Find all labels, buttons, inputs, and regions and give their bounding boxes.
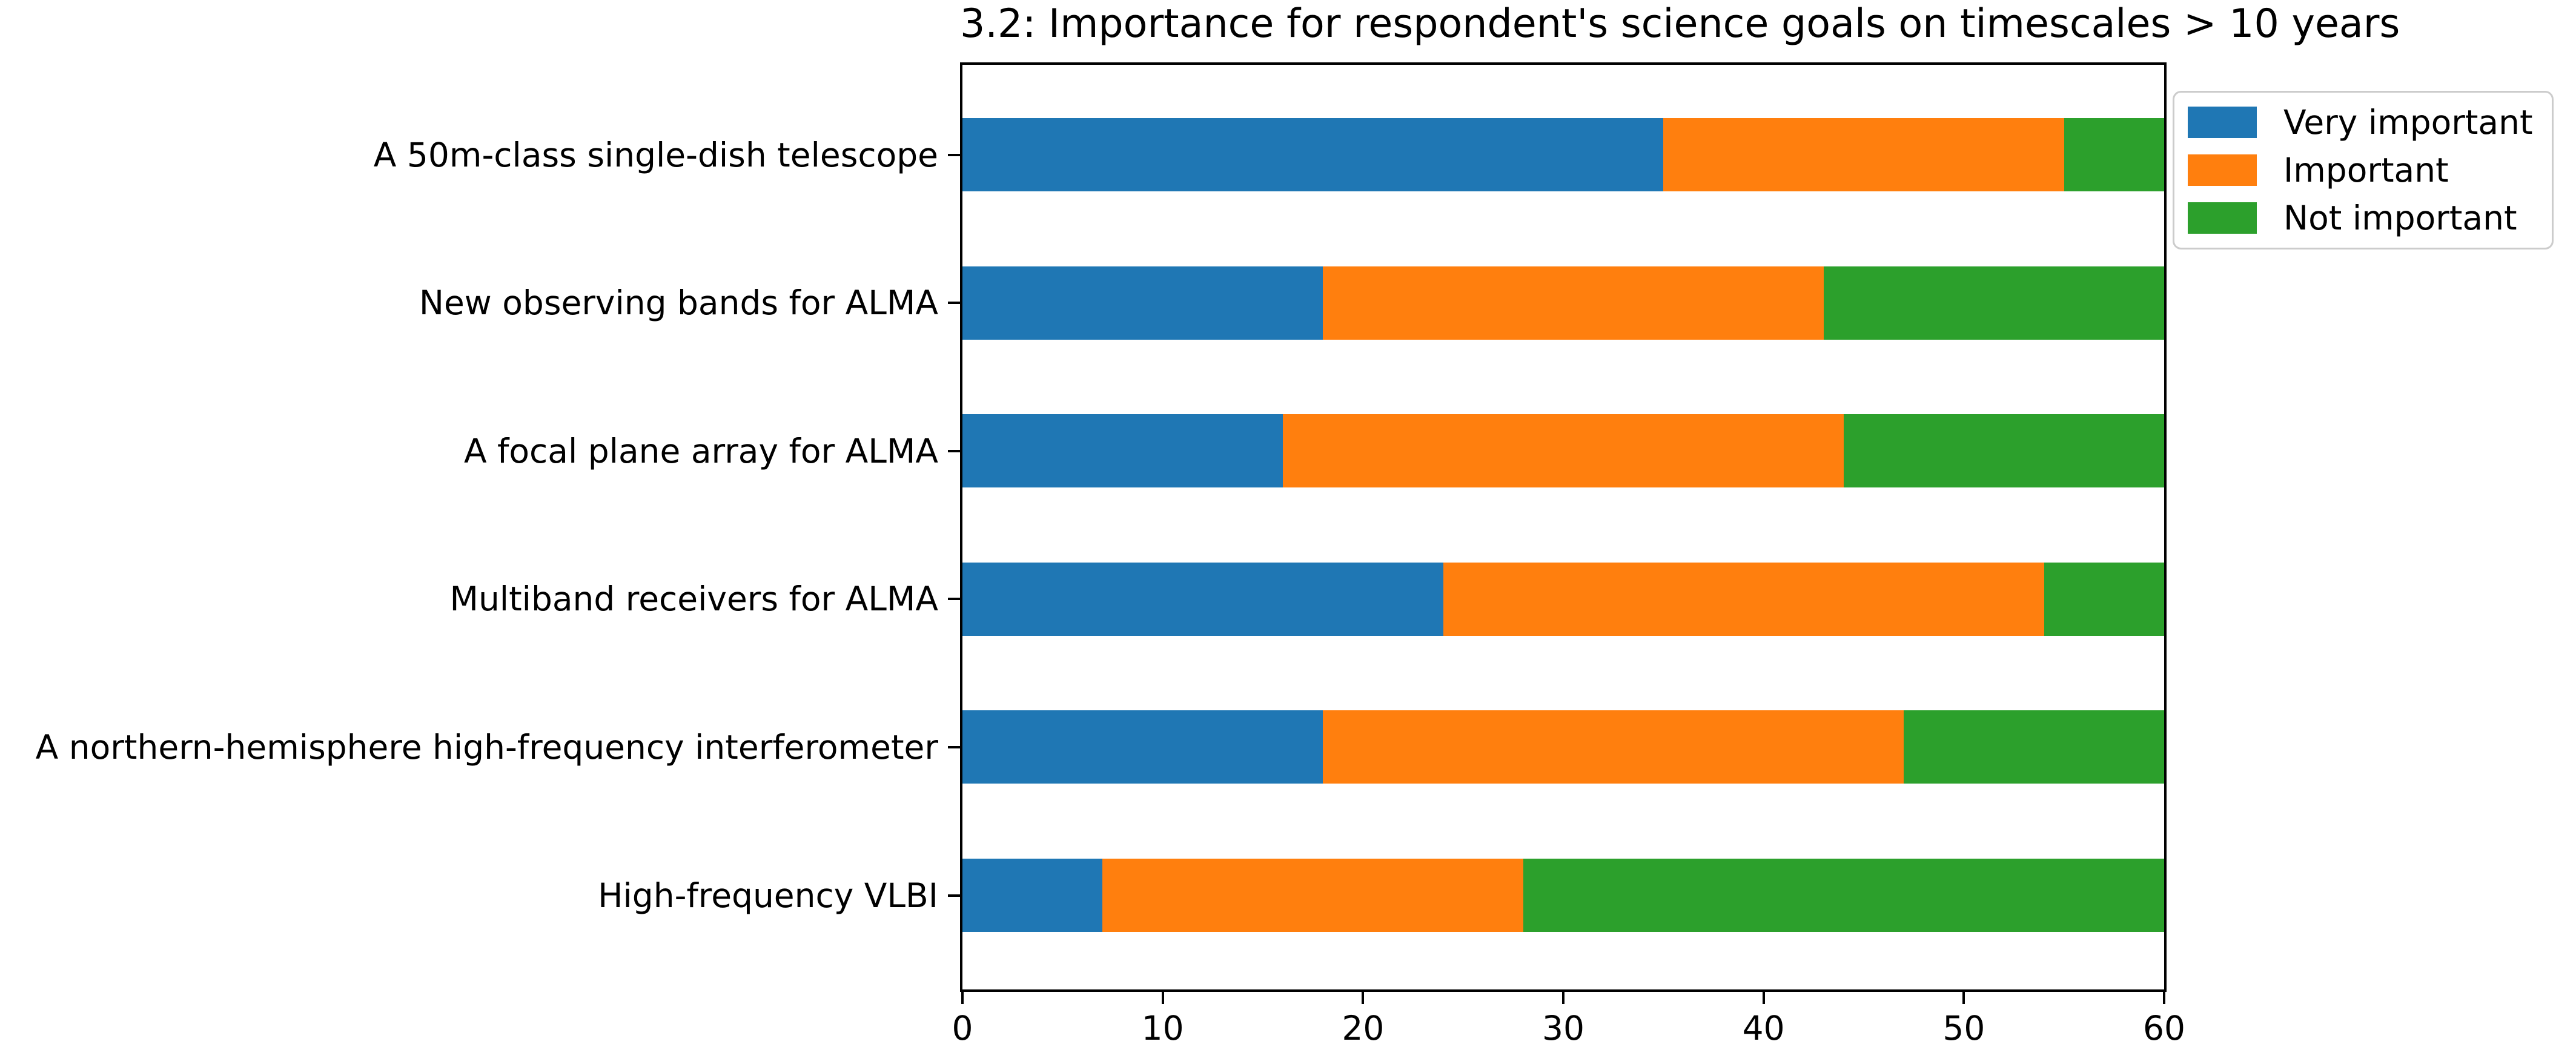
bar-row (962, 710, 2164, 784)
category-label: New observing bands for ALMA (419, 283, 938, 323)
x-tick-label: 20 (1342, 1009, 1385, 1048)
legend-entry: Important (2188, 152, 2552, 188)
legend-entry: Not important (2188, 200, 2552, 236)
bar-row (962, 859, 2164, 932)
y-tick-mark (948, 745, 960, 748)
bar-segment-very-important (962, 562, 1443, 636)
legend-entry: Very important (2188, 104, 2552, 140)
bar-segment-not-important (2064, 118, 2164, 191)
bar-segment-very-important (962, 118, 1664, 191)
legend-label: Not important (2283, 199, 2517, 237)
bar-row (962, 266, 2164, 340)
y-tick-mark (948, 302, 960, 305)
bar-segment-not-important (1523, 859, 2164, 932)
y-tick-mark (948, 153, 960, 156)
bar-row (962, 562, 2164, 636)
bar-segment-very-important (962, 414, 1283, 488)
y-tick-mark (948, 598, 960, 601)
x-tick-label: 60 (2143, 1009, 2185, 1048)
x-tick-mark (961, 992, 964, 1004)
bar-segment-not-important (1904, 710, 2164, 784)
x-tick-mark (1161, 992, 1164, 1004)
x-tick-label: 40 (1742, 1009, 1785, 1048)
bar-segment-not-important (1823, 266, 2164, 340)
category-label: A focal plane array for ALMA (463, 431, 938, 471)
category-label: High-frequency VLBI (598, 876, 938, 915)
bar-segment-very-important (962, 859, 1103, 932)
y-tick-mark (948, 449, 960, 452)
x-tick-mark (2163, 992, 2165, 1004)
x-tick-label: 0 (952, 1009, 973, 1048)
bar-row (962, 118, 2164, 191)
legend-label: Very important (2283, 103, 2533, 142)
bar-segment-important (1283, 414, 1844, 488)
category-label: Multiband receivers for ALMA (449, 579, 939, 619)
category-label: A 50m-class single-dish telescope (373, 135, 938, 174)
bar-row (962, 414, 2164, 488)
legend-swatch (2188, 202, 2257, 234)
plot-area: A 50m-class single-dish telescope New obs… (36, 62, 2185, 1046)
category-label: A northern-hemisphere high-frequency int… (35, 727, 938, 767)
bar-segment-important (1102, 859, 1523, 932)
x-tick-mark (1562, 992, 1564, 1004)
x-tick-label: 50 (1942, 1009, 1985, 1048)
x-tick-mark (1762, 992, 1765, 1004)
bar-segment-important (1323, 710, 1904, 784)
bar-segment-important (1443, 562, 2044, 636)
bar-segment-important (1663, 118, 2064, 191)
x-tick-mark (1962, 992, 1965, 1004)
bar-segment-important (1323, 266, 1824, 340)
legend: Very important Important Not important (2173, 91, 2554, 249)
bar-segment-not-important (2044, 562, 2164, 636)
x-tick-mark (1362, 992, 1365, 1004)
y-tick-mark (948, 894, 960, 897)
bar-segment-very-important (962, 266, 1323, 340)
x-tick-label: 10 (1141, 1009, 1184, 1048)
x-tick-label: 30 (1542, 1009, 1584, 1048)
bar-segment-not-important (1843, 414, 2164, 488)
legend-swatch (2188, 107, 2257, 138)
bar-segment-very-important (962, 710, 1323, 784)
chart-title: 3.2: Importance for respondent's science… (960, 1, 2400, 47)
legend-label: Important (2283, 151, 2449, 190)
legend-swatch (2188, 154, 2257, 186)
